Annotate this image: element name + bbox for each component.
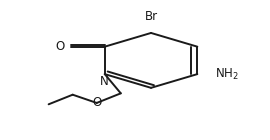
Text: O: O: [55, 40, 65, 53]
Text: N: N: [100, 75, 109, 88]
Text: O: O: [92, 96, 101, 109]
Text: Br: Br: [144, 10, 158, 23]
Text: NH$_2$: NH$_2$: [215, 66, 238, 82]
